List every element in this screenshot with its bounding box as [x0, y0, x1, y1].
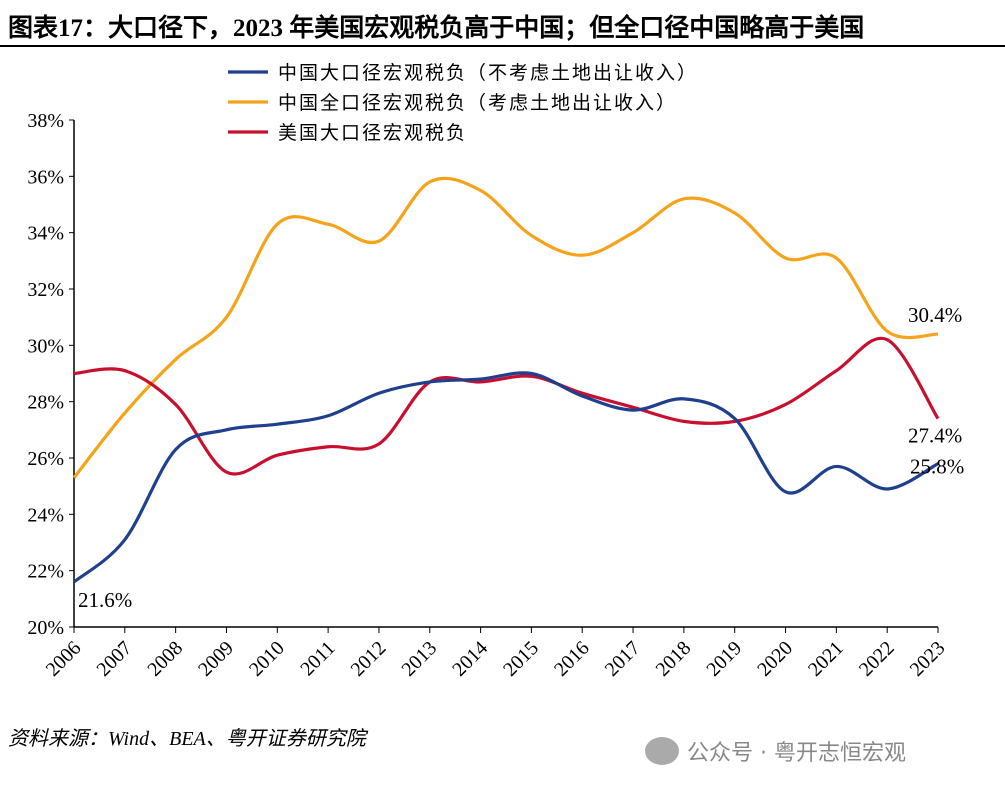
series-line-2	[73, 336, 940, 476]
data-label: 25.8%	[910, 455, 964, 479]
x-tick-label: 2009	[194, 637, 238, 681]
x-tick-label: 2021	[804, 637, 848, 681]
y-tick-label: 28%	[27, 392, 64, 414]
figure-title: 图表17：大口径下，2023 年美国宏观税负高于中国；但全口径中国略高于美国	[8, 15, 865, 42]
y-tick-label: 32%	[27, 279, 64, 301]
watermark: 公众号 · 粤开志恒宏观	[645, 735, 906, 767]
wechat-icon	[645, 737, 679, 765]
x-tick-label: 2012	[347, 637, 391, 681]
y-tick-label: 26%	[27, 448, 64, 470]
y-tick-label: 34%	[27, 223, 64, 245]
x-tick-label: 2010	[245, 637, 289, 681]
source-note: 资料来源：Wind、BEA、粤开证券研究院	[8, 728, 366, 750]
legend-label-2: 美国大口径宏观税负	[278, 122, 467, 144]
watermark-text: 公众号 · 粤开志恒宏观	[687, 741, 906, 766]
y-tick-label: 20%	[27, 617, 64, 639]
y-tick-label: 38%	[27, 110, 64, 132]
x-tick-label: 2006	[42, 637, 86, 681]
x-tick-label: 2013	[397, 637, 441, 681]
data-label: 27.4%	[908, 424, 962, 448]
x-tick-label: 2018	[652, 637, 696, 681]
series-line-1	[72, 176, 939, 479]
x-tick-label: 2008	[143, 637, 187, 681]
x-tick-label: 2015	[499, 637, 543, 681]
y-tick-label: 36%	[27, 166, 64, 188]
y-tick-label: 30%	[27, 335, 64, 357]
x-tick-label: 2020	[753, 637, 797, 681]
legend-label-0: 中国大口径宏观税负（不考虑土地出让收入）	[278, 62, 698, 84]
data-label: 21.6%	[78, 588, 132, 612]
x-tick-label: 2017	[601, 637, 645, 681]
x-tick-label: 2007	[93, 637, 137, 681]
x-tick-label: 2016	[550, 637, 594, 681]
x-tick-label: 2011	[296, 637, 339, 680]
legend-label-1: 中国全口径宏观税负（考虑土地出让收入）	[278, 92, 677, 114]
x-tick-label: 2019	[702, 637, 746, 681]
x-tick-label: 2022	[855, 637, 899, 681]
data-label: 30.4%	[908, 303, 962, 327]
y-tick-label: 22%	[27, 561, 64, 583]
y-tick-label: 24%	[27, 504, 64, 526]
x-tick-label: 2023	[906, 637, 950, 681]
x-tick-label: 2014	[448, 637, 492, 681]
series-line-0	[72, 371, 939, 584]
title-divider	[0, 45, 1005, 47]
